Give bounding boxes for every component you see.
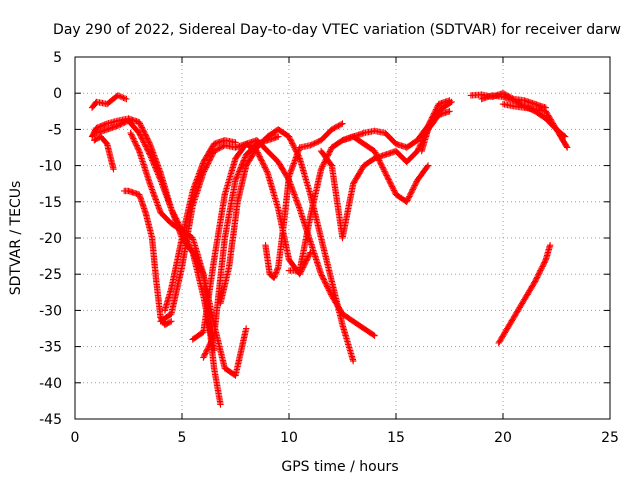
y-tick-labels: 5 0 -5 -10 -15 -20 -25 -30 -35 -40 -45 [39,50,62,428]
y-tick-label: -20 [39,231,62,247]
x-tick-label: 10 [280,430,298,446]
series-track-16 [418,98,455,155]
chart-title: Day 290 of 2022, Sidereal Day-to-day VTE… [53,22,621,38]
x-tick-labels: 0 5 10 15 20 25 [71,430,619,446]
x-tick-label: 20 [494,430,512,446]
series-track-7 [161,137,239,314]
y-tick-label: -45 [39,412,62,428]
y-tick-label: -5 [48,122,62,138]
x-tick-label: 0 [71,430,80,446]
y-tick-label: -40 [39,376,62,392]
x-axis-label: GPS time / hours [281,459,398,475]
series-track-2 [91,133,117,173]
data-marks [88,90,571,408]
y-tick-label: -15 [39,195,62,211]
x-tick-label: 5 [178,430,187,446]
y-axis-label: SDTVAR / TECUs [8,181,24,296]
series-track-1 [88,92,130,111]
series-track-11 [217,126,357,365]
y-tick-label: 5 [53,50,62,66]
axis-ticks [74,56,611,420]
series-track-20 [495,242,554,347]
series-track-5 [121,187,175,329]
series-track-12 [262,120,346,281]
y-tick-label: -30 [39,303,62,319]
series-track-10 [200,133,282,361]
y-tick-label: -35 [39,340,62,356]
x-tick-label: 15 [387,430,405,446]
series-track-19 [499,100,571,151]
y-tick-label: -10 [39,159,62,175]
y-tick-label: -25 [39,267,62,283]
x-tick-label: 25 [601,430,619,446]
y-tick-label: 0 [53,86,62,102]
